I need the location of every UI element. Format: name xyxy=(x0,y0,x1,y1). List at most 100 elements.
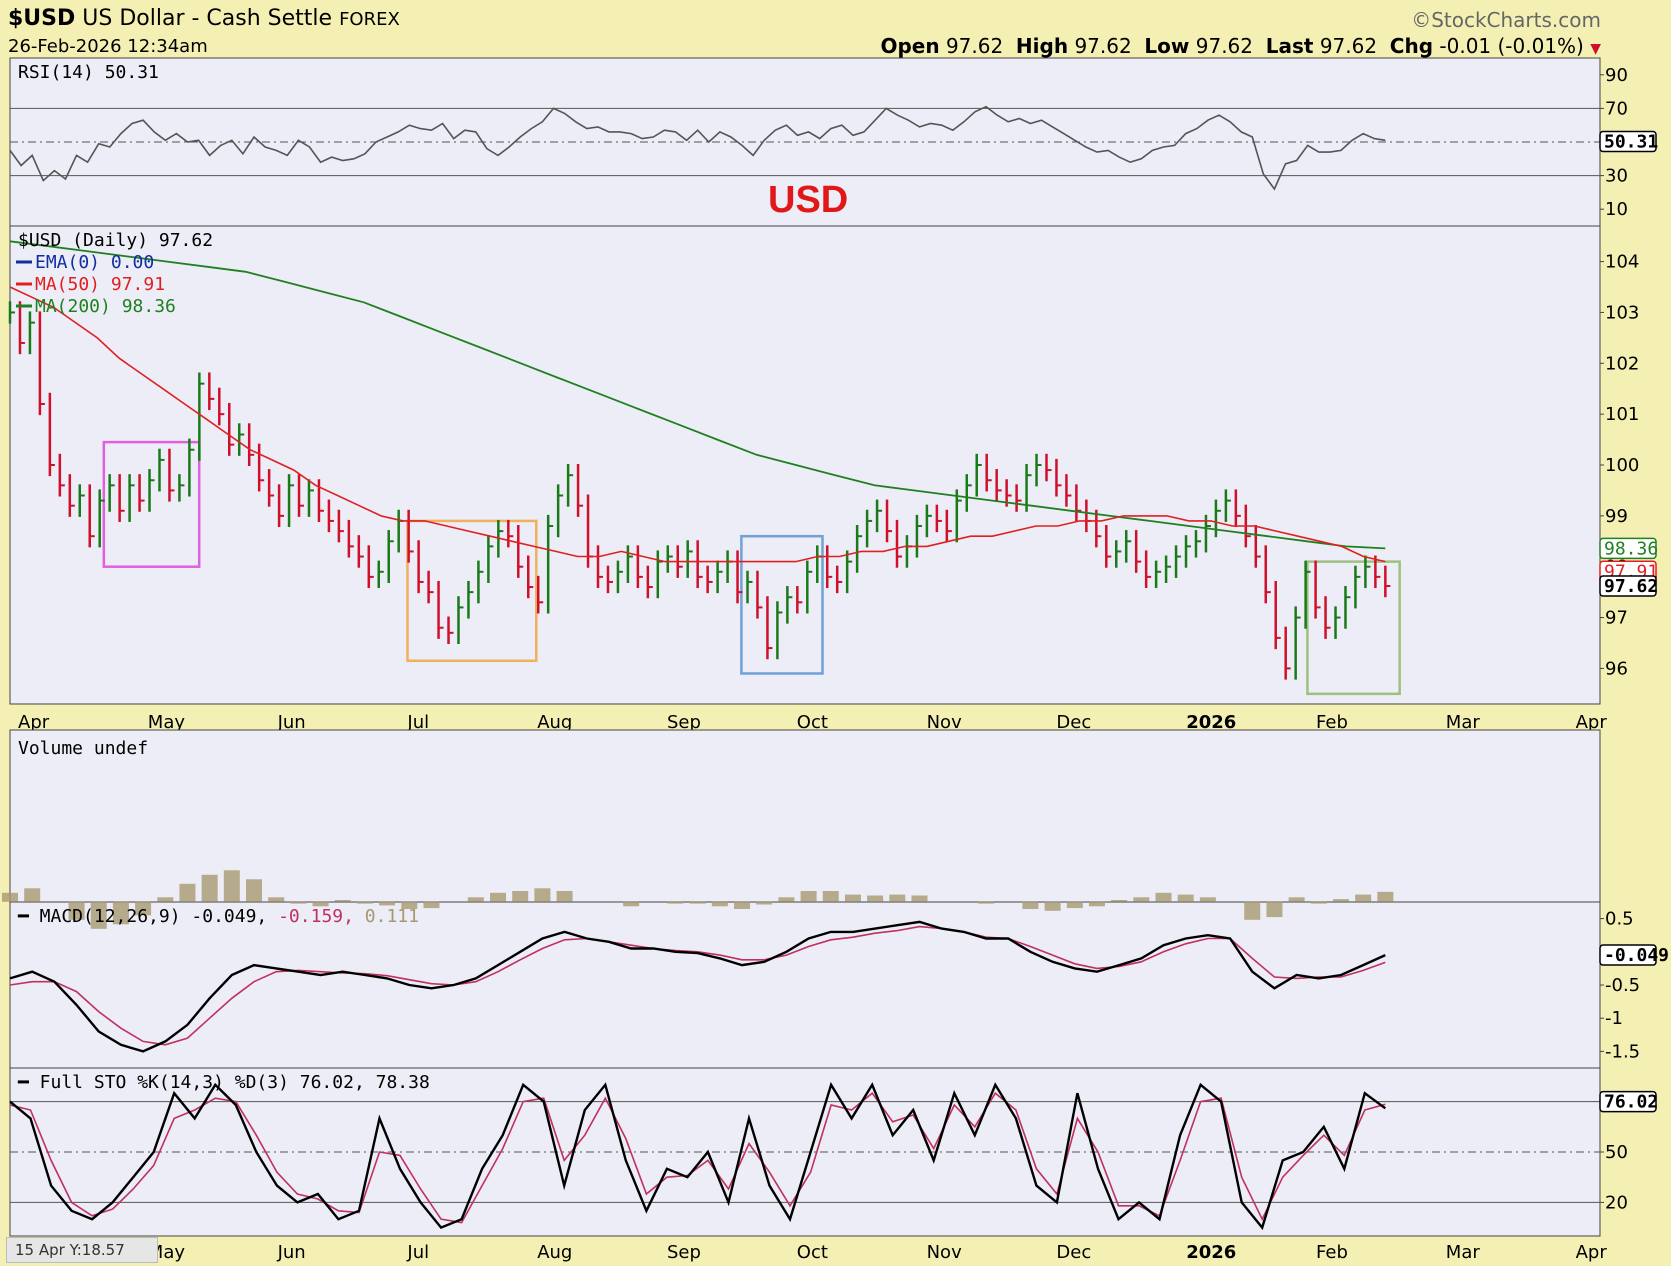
price-axis-label: 104 xyxy=(1605,252,1639,273)
macd-histogram-bar xyxy=(1022,901,1039,909)
ma200-line xyxy=(9,240,1386,550)
macd-histogram-bar xyxy=(667,901,684,904)
month-label: Feb xyxy=(1316,712,1348,733)
macd-histogram-bar xyxy=(268,897,285,902)
ma50-line xyxy=(9,286,1386,563)
macd-histogram-bar xyxy=(490,892,507,902)
macd-histogram-bar xyxy=(1310,901,1327,904)
legend-entry-0: EMA(0) 0.00 xyxy=(35,252,154,273)
last-value: 97.62 xyxy=(1319,34,1378,58)
price-tag-0-box xyxy=(1599,537,1657,560)
macd-histogram-bar xyxy=(711,901,728,907)
month-label: Apr xyxy=(1576,712,1608,733)
macd-histogram-bar xyxy=(157,897,174,902)
macd-histogram-bar xyxy=(1111,900,1128,902)
price-axis-label: 103 xyxy=(1605,302,1639,323)
usd-annotation: USD xyxy=(768,179,848,221)
price-axis-label: 97 xyxy=(1605,608,1628,629)
sto-k-line xyxy=(9,1081,1387,1231)
macd-histogram-bar xyxy=(822,891,839,902)
month-label: Dec xyxy=(1056,712,1091,733)
macd-histogram-bar xyxy=(1332,899,1349,902)
macd-histogram-bar xyxy=(1355,894,1372,902)
macd-histogram-bar xyxy=(246,879,263,902)
sto-label: ━ Full STO %K(14,3) %D(3) 76.02, 78.38 xyxy=(17,1072,430,1093)
macd-histogram-bar xyxy=(2,892,18,902)
down-arrow-icon: ▼ xyxy=(1590,41,1601,57)
bottom-month-label: Oct xyxy=(797,1242,828,1263)
macd-histogram-bar xyxy=(1177,894,1194,902)
rsi-axis-label: 30 xyxy=(1605,166,1628,187)
bottom-month-label: Dec xyxy=(1056,1242,1091,1263)
macd-last-tag: -0.049 xyxy=(1604,945,1669,966)
month-label: 2026 xyxy=(1186,712,1236,733)
rsi-line xyxy=(9,105,1386,191)
macd-histogram-bar xyxy=(1066,901,1083,909)
price-axis-label: 102 xyxy=(1605,353,1639,374)
month-label: Apr xyxy=(18,712,50,733)
macd-histogram-bar xyxy=(689,901,706,904)
macd-histogram-bar xyxy=(1244,901,1261,920)
month-label: Oct xyxy=(797,712,828,733)
legend-entry-1: MA(50) 97.91 xyxy=(35,274,165,295)
volume-panel xyxy=(9,729,1601,903)
highlight-box-1 xyxy=(406,519,538,663)
bottom-month-label: Jun xyxy=(277,1242,306,1263)
high-label: High xyxy=(1015,34,1069,58)
price-tag-0: 98.36 xyxy=(1604,538,1658,559)
macd-histogram-bar xyxy=(379,901,396,906)
chart-title: $USD US Dollar - Cash Settle FOREX xyxy=(8,6,400,31)
macd-histogram-bar xyxy=(290,901,307,904)
bottom-month-label: Nov xyxy=(927,1242,962,1263)
bottom-month-label: Feb xyxy=(1316,1242,1348,1263)
macd-histogram-bar xyxy=(223,870,240,902)
macd-histogram-bar xyxy=(135,901,152,916)
volume-label: Volume undef xyxy=(18,738,148,759)
highlight-box-0 xyxy=(102,440,201,568)
sto-axis-label: 20 xyxy=(1605,1192,1628,1213)
rsi-label: RSI(14) 50.31 xyxy=(18,62,159,83)
macd-histogram-bar xyxy=(112,901,129,925)
macd-histogram-bar xyxy=(201,874,218,902)
macd-histogram-bar xyxy=(889,894,906,902)
bottom-month-label: Sep xyxy=(667,1242,701,1263)
last-label: Last xyxy=(1265,34,1314,58)
macd-histogram-bar xyxy=(1377,891,1394,902)
macd-histogram-bar xyxy=(1044,901,1061,911)
bottom-month-label: 2026 xyxy=(1186,1242,1236,1263)
bottom-month-label: Jul xyxy=(406,1242,429,1263)
macd-histogram-bar xyxy=(423,901,440,909)
macd-signal-line xyxy=(9,925,1386,1046)
macd-histogram-bar xyxy=(1288,897,1305,902)
month-label: Mar xyxy=(1446,712,1481,733)
macd-histogram-bar xyxy=(778,897,795,902)
rsi-last-tag-box xyxy=(1599,130,1657,153)
low-value: 97.62 xyxy=(1195,34,1254,58)
price-axis-label: 100 xyxy=(1605,455,1639,476)
month-label: Jun xyxy=(277,712,306,733)
rsi-axis-label: 90 xyxy=(1605,65,1628,86)
macd-histogram-bar xyxy=(623,901,640,907)
macd-histogram-bar xyxy=(734,901,751,909)
bottom-month-label: Apr xyxy=(1576,1242,1608,1263)
brand-watermark: ©StockCharts.com xyxy=(1411,8,1601,32)
macd-histogram-bar xyxy=(911,895,928,902)
macd-label: ━ MACD(12,26,9) -0.049, -0.159, 0.111 xyxy=(17,906,419,927)
month-label: May xyxy=(148,712,186,733)
price-axis-label: 99 xyxy=(1605,506,1628,527)
price-tag-2: 97.62 xyxy=(1604,576,1658,597)
price-label: $USD (Daily) 97.62 xyxy=(18,230,213,251)
macd-histogram-bar xyxy=(90,901,107,929)
instrument-name: US Dollar - Cash Settle xyxy=(82,6,333,31)
macd-line xyxy=(9,920,1386,1053)
price-tag-2-box xyxy=(1599,575,1657,597)
macd-axis-label: 0.5 xyxy=(1605,909,1634,930)
sto-last-tag: 76.02 xyxy=(1604,1092,1658,1113)
macd-histogram-bar xyxy=(24,888,41,902)
macd-histogram-bar xyxy=(556,891,573,902)
macd-histogram-bar xyxy=(1266,901,1283,918)
chg-value: -0.01 (-0.01%) xyxy=(1439,34,1584,58)
month-label: Jul xyxy=(406,712,429,733)
macd-histogram-bar xyxy=(1133,897,1150,902)
